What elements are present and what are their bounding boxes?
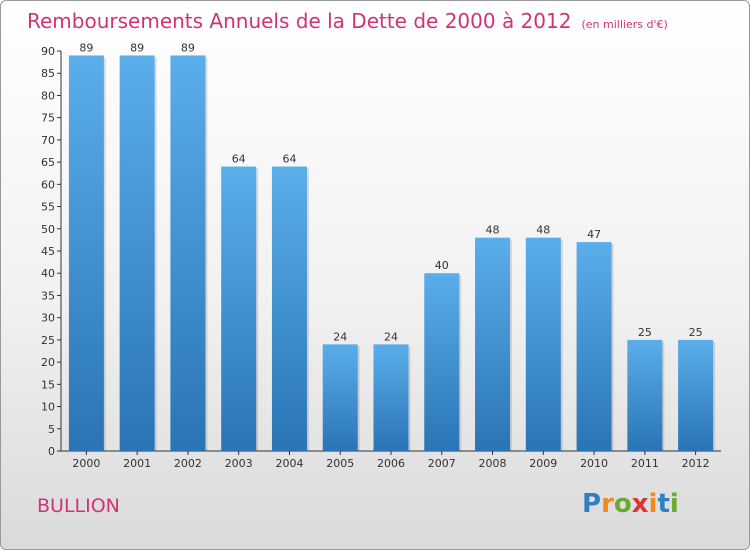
y-tick-label: 5 bbox=[48, 423, 55, 436]
x-tick-label: 2009 bbox=[529, 457, 557, 470]
y-tick-label: 90 bbox=[41, 45, 55, 58]
x-tick-label: 2002 bbox=[174, 457, 202, 470]
x-tick-label: 2012 bbox=[682, 457, 710, 470]
chart-unit-text: (en milliers d'€) bbox=[581, 18, 668, 31]
data-label: 48 bbox=[486, 224, 500, 237]
data-label: 89 bbox=[79, 41, 93, 54]
logo-letter: x bbox=[631, 489, 649, 519]
x-tick-label: 2004 bbox=[275, 457, 303, 470]
commune-name: BULLION bbox=[37, 495, 120, 517]
x-tick-label: 2005 bbox=[326, 457, 354, 470]
y-tick-label: 80 bbox=[41, 89, 55, 102]
y-tick-label: 40 bbox=[41, 267, 55, 280]
logo-letter: t bbox=[657, 489, 670, 519]
data-label: 48 bbox=[536, 224, 550, 237]
data-label: 47 bbox=[587, 228, 601, 241]
y-tick-label: 30 bbox=[41, 312, 55, 325]
bar bbox=[119, 55, 155, 451]
data-label: 24 bbox=[384, 330, 398, 343]
x-tick-label: 2010 bbox=[580, 457, 608, 470]
data-label: 25 bbox=[689, 326, 703, 339]
x-tick-label: 2007 bbox=[428, 457, 456, 470]
y-tick-label: 75 bbox=[41, 112, 55, 125]
logo-letter: o bbox=[613, 489, 632, 519]
y-tick-label: 35 bbox=[41, 289, 55, 302]
data-label: 25 bbox=[638, 326, 652, 339]
chart-title-text: Remboursements Annuels de la Dette de 20… bbox=[27, 9, 572, 33]
x-tick-label: 2008 bbox=[479, 457, 507, 470]
bar bbox=[576, 242, 612, 451]
data-label: 64 bbox=[232, 153, 246, 166]
x-tick-label: 2003 bbox=[225, 457, 253, 470]
logo-letter: i bbox=[648, 489, 658, 519]
y-tick-label: 10 bbox=[41, 401, 55, 414]
bar bbox=[424, 273, 460, 451]
bar bbox=[322, 344, 358, 451]
x-tick-label: 2011 bbox=[631, 457, 659, 470]
y-axis: 0 5 10 15 20 25 30 35 40 45 50 55 60 65 70 75 80 85 90 bbox=[41, 45, 62, 458]
data-label: 64 bbox=[282, 153, 296, 166]
x-axis: 2000 2001 2002 2003 2004 2005 2006 2007 2008 2009… bbox=[61, 450, 721, 470]
y-tick-label: 25 bbox=[41, 334, 55, 347]
data-labels: 89 89 89 64 64 24 24 40 48 48 47 25 25 bbox=[79, 41, 702, 343]
y-tick-label: 0 bbox=[48, 445, 55, 458]
data-label: 40 bbox=[435, 259, 449, 272]
bar bbox=[475, 237, 511, 451]
y-tick-label: 50 bbox=[41, 223, 55, 236]
y-tick-label: 55 bbox=[41, 201, 55, 214]
bar bbox=[678, 339, 714, 451]
bar bbox=[170, 55, 206, 451]
y-tick-label: 45 bbox=[41, 245, 55, 258]
y-tick-label: 70 bbox=[41, 134, 55, 147]
logo-letter: P bbox=[582, 489, 602, 519]
bar bbox=[68, 55, 104, 451]
bar bbox=[221, 166, 257, 452]
x-tick-label: 2001 bbox=[123, 457, 151, 470]
logo-letter: i bbox=[669, 489, 679, 519]
y-tick-label: 15 bbox=[41, 378, 55, 391]
chart-title: Remboursements Annuels de la Dette de 20… bbox=[27, 9, 668, 33]
y-tick-label: 20 bbox=[41, 356, 55, 369]
bar bbox=[627, 339, 663, 451]
bar bbox=[525, 237, 561, 451]
data-label: 24 bbox=[333, 330, 347, 343]
logo-letter: r bbox=[601, 489, 614, 519]
x-tick-label: 2000 bbox=[72, 457, 100, 470]
bars bbox=[68, 55, 716, 452]
bar bbox=[373, 344, 409, 451]
data-label: 89 bbox=[181, 41, 195, 54]
y-tick-label: 65 bbox=[41, 156, 55, 169]
x-tick-label: 2006 bbox=[377, 457, 405, 470]
bar bbox=[271, 166, 307, 452]
y-tick-label: 60 bbox=[41, 178, 55, 191]
y-tick-label: 85 bbox=[41, 67, 55, 80]
data-label: 89 bbox=[130, 41, 144, 54]
proxiti-logo[interactable]: Proxiti bbox=[582, 489, 679, 519]
